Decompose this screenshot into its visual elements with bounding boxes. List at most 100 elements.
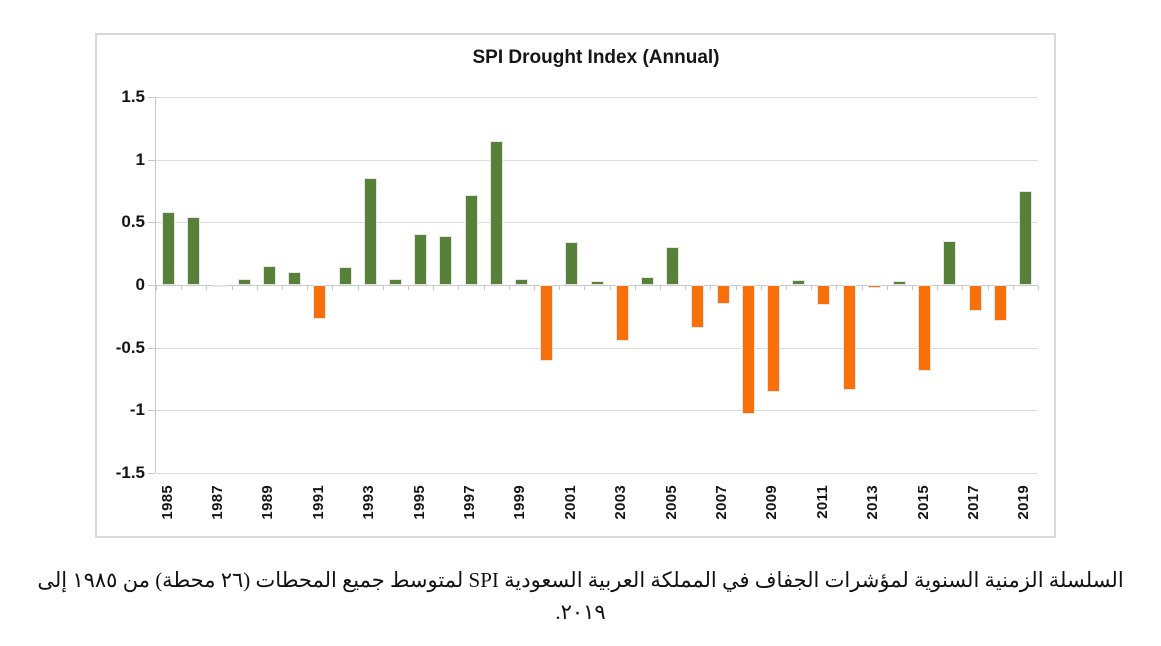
y-tick-label: 1.5 — [121, 87, 145, 106]
bar-2008 — [741, 285, 755, 415]
bar-1992 — [338, 267, 352, 285]
y-tick-label: -1 — [129, 400, 145, 420]
bar-2015 — [918, 285, 932, 372]
x-axis-tick — [1012, 286, 1014, 290]
x-axis-tick — [937, 286, 939, 290]
x-tick-label: 2017 — [965, 485, 982, 520]
x-tick-label: 1985 — [158, 485, 176, 520]
bar-2003 — [615, 285, 629, 342]
caption-line-1: السلسلة الزمنية السنوية لمؤشرات الجفاف ف… — [37, 568, 1124, 592]
x-axis-tick — [508, 286, 510, 290]
bar-2000 — [540, 285, 554, 362]
bar-1993 — [363, 178, 377, 285]
bar-2017 — [968, 285, 982, 312]
x-axis-tick — [685, 286, 687, 290]
y-tick-label: -0.5 — [115, 337, 145, 357]
x-axis-tick — [181, 286, 183, 290]
y-tick-label: 0 — [135, 275, 145, 294]
y-tick-label: 1 — [135, 149, 145, 169]
bar-1999 — [514, 278, 528, 285]
x-axis-tick — [282, 286, 283, 290]
x-tick-label: 2001 — [561, 485, 579, 520]
x-axis-tick — [483, 286, 485, 290]
x-axis-tick — [609, 286, 611, 290]
x-axis-tick — [206, 286, 208, 290]
x-axis-tick — [836, 286, 838, 290]
x-axis-tick — [886, 286, 888, 290]
x-axis-tick — [861, 286, 863, 290]
x-tick-label: 2013 — [864, 485, 882, 520]
bar-1997 — [464, 194, 478, 285]
x-tick-label: 2009 — [763, 485, 781, 520]
figure-caption: السلسلة الزمنية السنوية لمؤشرات الجفاف ف… — [0, 565, 1161, 628]
x-tick-label: 2019 — [1015, 485, 1033, 520]
spi-bar-chart: SPI Drought Index (Annual) 1.5 1 0.5 0 -0.5 -… — [95, 33, 1056, 538]
x-tick-label: 2003 — [612, 485, 630, 520]
bar-2013 — [867, 285, 881, 288]
gridline-0.5 — [156, 222, 1038, 224]
bar-2006 — [691, 285, 705, 328]
x-axis-tick — [912, 286, 913, 290]
x-tick-label: 1995 — [410, 485, 428, 520]
bar-2011 — [817, 285, 831, 306]
x-axis-tick — [408, 286, 409, 290]
bar-2018 — [993, 285, 1007, 322]
bar-1995 — [414, 233, 428, 285]
x-axis-tick — [710, 286, 712, 290]
bar-1994 — [388, 278, 402, 285]
y-axis-tick — [148, 285, 155, 286]
bar-1988 — [237, 278, 251, 285]
bar-1985 — [162, 212, 176, 285]
y-axis-tick — [148, 473, 155, 474]
bar-2009 — [766, 285, 780, 392]
x-tick-label: 1991 — [309, 485, 327, 520]
x-axis-tick — [433, 286, 435, 290]
gridline-1.5 — [156, 97, 1038, 98]
bar-1986 — [187, 217, 201, 285]
bar-1996 — [439, 236, 453, 285]
x-tick-label: 1999 — [511, 485, 529, 520]
x-axis-tick — [1038, 286, 1039, 290]
bar-2004 — [640, 277, 654, 285]
gridline--1 — [156, 410, 1038, 412]
y-axis-tick — [148, 347, 155, 349]
x-axis-tick — [559, 286, 561, 290]
gridline--0.5 — [156, 347, 1038, 349]
y-tick-label: 0.5 — [121, 212, 145, 232]
x-axis-tick — [156, 286, 157, 290]
x-axis-tick — [735, 286, 737, 290]
x-tick-label: 2011 — [813, 485, 831, 519]
x-axis-tick — [332, 286, 334, 290]
bar-1987 — [212, 285, 226, 287]
x-axis-tick — [382, 286, 384, 290]
bar-2005 — [666, 247, 680, 285]
y-axis-tick — [148, 97, 155, 98]
x-tick-label: 2007 — [713, 485, 730, 520]
bar-2010 — [792, 279, 806, 285]
y-axis-tick — [148, 410, 155, 412]
x-axis-tick — [962, 286, 964, 290]
bar-2001 — [565, 242, 579, 285]
x-axis-tick — [458, 286, 460, 290]
x-tick-label: 2015 — [914, 485, 932, 520]
x-axis-tick — [256, 286, 258, 290]
x-tick-label: 1989 — [259, 485, 277, 520]
gridline-1 — [156, 159, 1038, 161]
x-axis-tick — [584, 286, 586, 290]
x-axis-tick — [231, 286, 233, 290]
bar-2014 — [892, 281, 906, 285]
bar-2007 — [716, 285, 730, 304]
chart-title: SPI Drought Index (Annual) — [472, 47, 720, 68]
x-tick-label: 1987 — [209, 485, 226, 520]
bar-2016 — [943, 241, 957, 285]
x-axis-tick — [987, 286, 989, 290]
y-axis-tick — [148, 159, 155, 161]
bar-1991 — [313, 285, 327, 319]
x-axis-tick — [357, 286, 359, 290]
x-axis-tick — [307, 286, 309, 290]
bar-2019 — [1018, 191, 1032, 285]
x-axis-tick — [534, 286, 535, 290]
x-axis-tick — [660, 286, 661, 290]
x-axis-tick — [760, 286, 762, 290]
y-axis-tick — [148, 222, 155, 224]
